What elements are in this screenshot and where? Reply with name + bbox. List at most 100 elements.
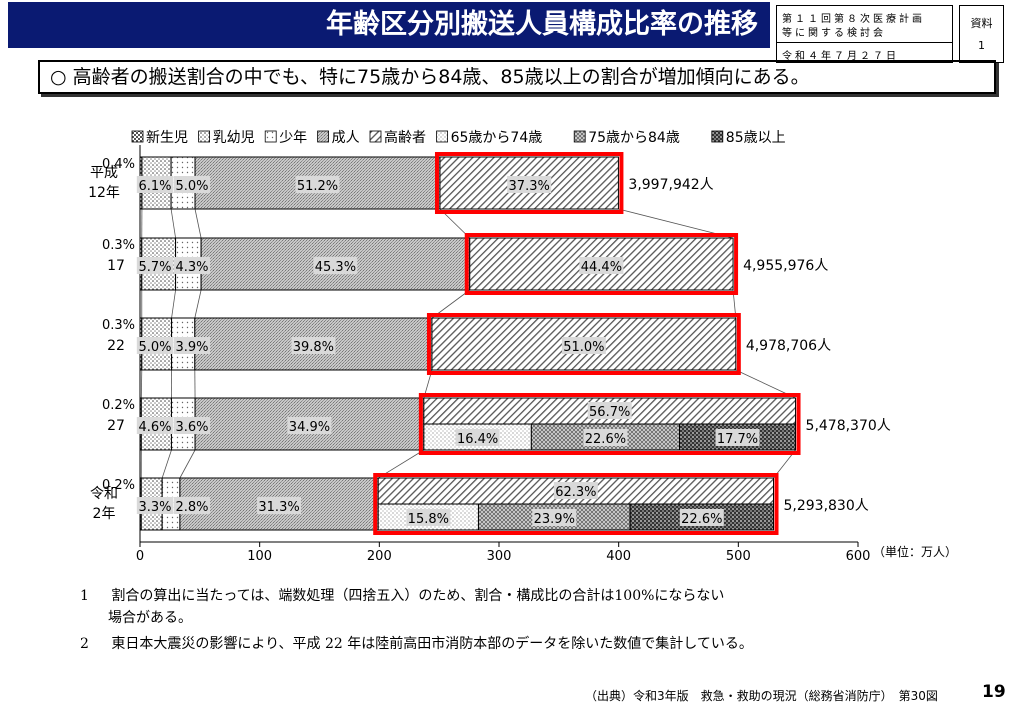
data-label-elderly-bg bbox=[507, 176, 552, 193]
connector-line bbox=[161, 449, 172, 479]
data-label-adult: 34.9% bbox=[289, 420, 330, 435]
footnote-1-continued: 場合がある。 bbox=[108, 610, 192, 626]
footnote-2-num: 2 bbox=[80, 636, 89, 652]
data-label-elderly-bg bbox=[587, 402, 632, 419]
data-label-elderly: 56.7% bbox=[589, 405, 630, 420]
bar-total-label: 3,997,942人 bbox=[628, 177, 713, 193]
legend-swatch bbox=[131, 130, 144, 143]
legend-label: 新生児 bbox=[146, 130, 188, 146]
data-label-65-74: 15.8% bbox=[408, 512, 449, 527]
data-label-85plus-bg bbox=[715, 429, 760, 446]
data-label-infant: 4.6% bbox=[138, 420, 171, 435]
legend-swatch bbox=[573, 130, 586, 143]
stacked-bar-chart: 新生児 乳幼児 少年 成人 高齢者 65歳から74歳 75歳から84歳 85歳以上 0 100 2… bbox=[88, 129, 957, 564]
data-label-youth-bg bbox=[173, 257, 211, 274]
legend-label: 少年 bbox=[279, 130, 307, 146]
connector-line bbox=[179, 449, 196, 479]
document-number-box: 資料 1 bbox=[959, 5, 1004, 63]
legend-label: 乳幼児 bbox=[213, 130, 255, 146]
meeting-name-line1: 第１１回第８次医療計画 bbox=[782, 14, 925, 25]
data-label-elderly-bg bbox=[579, 257, 624, 274]
data-label-infant-bg bbox=[136, 497, 174, 514]
elderly-highlight-box bbox=[426, 313, 741, 375]
elderly-highlight-box bbox=[418, 393, 801, 455]
footnote-2: 2 東日本大震災の影響により、平成 22 年は陸前高田市消防本部のデータを除いた… bbox=[80, 633, 753, 653]
data-label-adult-bg bbox=[291, 337, 336, 354]
x-tick-label: 100 bbox=[247, 549, 272, 564]
legend-label: 75歳から84歳 bbox=[588, 130, 680, 146]
legend-label: 65歳から74歳 bbox=[451, 130, 543, 146]
data-label-infant-bg bbox=[136, 337, 174, 354]
data-label-youth-bg bbox=[173, 337, 211, 354]
legend-swatch bbox=[198, 130, 211, 143]
data-label-youth: 5.0% bbox=[175, 179, 208, 194]
legend-swatch bbox=[264, 130, 277, 143]
data-label-elderly: 62.3% bbox=[555, 485, 596, 500]
data-label-adult-bg bbox=[313, 257, 358, 274]
connector-line bbox=[171, 289, 176, 319]
data-label-youth: 2.8% bbox=[175, 500, 208, 515]
source-citation: （出典）令和3年版 救急・救助の現況（総務省消防庁） 第30図 bbox=[585, 689, 938, 703]
data-label-elderly-bg bbox=[561, 337, 606, 354]
data-label-75-84-bg bbox=[532, 509, 577, 526]
data-label-elderly-bg bbox=[553, 482, 598, 499]
data-label-infant: 5.7% bbox=[138, 260, 171, 275]
footnote-1-num: 1 bbox=[80, 588, 89, 604]
data-label-elderly: 51.0% bbox=[563, 340, 604, 355]
data-label-adult: 39.8% bbox=[293, 340, 334, 355]
category-label: 27 bbox=[107, 418, 125, 434]
data-label-adult-bg bbox=[257, 497, 302, 514]
connector-line bbox=[194, 289, 202, 319]
data-label-infant: 6.1% bbox=[138, 179, 171, 194]
data-label-75-84-bg bbox=[583, 429, 628, 446]
meeting-box-divider bbox=[777, 42, 952, 43]
data-label-65-74-bg bbox=[406, 509, 451, 526]
page-number: 19 bbox=[982, 682, 1006, 702]
x-tick-label: 300 bbox=[487, 549, 512, 564]
data-label-75-84: 23.9% bbox=[534, 512, 575, 527]
data-label-adult-bg bbox=[287, 417, 332, 434]
elderly-highlight-boxes bbox=[373, 152, 801, 535]
elderly-highlight-box bbox=[373, 473, 779, 535]
unit-label: （単位：万人） bbox=[873, 544, 957, 559]
x-tick-label: 500 bbox=[726, 549, 751, 564]
legend-label: 高齢者 bbox=[384, 129, 426, 146]
legend-swatch bbox=[317, 130, 330, 143]
data-label-adult: 45.3% bbox=[315, 260, 356, 275]
category-label: 12年 bbox=[88, 185, 120, 201]
data-label-adult-bg bbox=[295, 176, 340, 193]
data-label-85plus-bg bbox=[679, 509, 724, 526]
bar-total-label: 5,293,830人 bbox=[784, 498, 869, 514]
data-label-youth-bg bbox=[173, 417, 211, 434]
meeting-name-line2: 等に関する検討会 bbox=[782, 28, 886, 39]
title-bar bbox=[8, 2, 770, 48]
data-label-youth: 4.3% bbox=[175, 260, 208, 275]
doc-label: 資料 bbox=[970, 17, 993, 30]
data-label-infant: 3.3% bbox=[138, 500, 171, 515]
data-label-infant: 5.0% bbox=[138, 340, 171, 355]
category-label: 17 bbox=[107, 258, 125, 274]
connector-line bbox=[194, 208, 202, 239]
category-label: 平成 bbox=[90, 165, 118, 181]
doc-number: 1 bbox=[978, 39, 985, 52]
x-tick-label: 200 bbox=[367, 549, 392, 564]
data-label-elderly: 37.3% bbox=[509, 179, 550, 194]
data-label-65-74: 16.4% bbox=[457, 432, 498, 447]
x-tick-label: 400 bbox=[606, 549, 631, 564]
data-label-newborn: 0.2% bbox=[102, 478, 135, 493]
category-label: 2年 bbox=[93, 506, 116, 522]
data-label-newborn: 0.3% bbox=[102, 318, 135, 333]
data-label-adult: 31.3% bbox=[258, 500, 299, 515]
data-label-youth-bg bbox=[173, 497, 211, 514]
data-label-youth: 3.9% bbox=[175, 340, 208, 355]
legend-label: 85歳以上 bbox=[726, 130, 786, 146]
page-title: 年齢区分別搬送人員構成比率の推移 bbox=[326, 9, 758, 40]
legend-swatch bbox=[711, 130, 724, 143]
bar-total-label: 4,955,976人 bbox=[743, 258, 828, 274]
data-label-newborn: 0.4% bbox=[102, 157, 135, 172]
footnote-2-text: 東日本大震災の影響により、平成 22 年は陸前高田市消防本部のデータを除いた数値… bbox=[111, 636, 753, 652]
data-label-newborn: 0.2% bbox=[102, 398, 135, 413]
data-label-youth: 3.6% bbox=[175, 420, 208, 435]
meeting-date: 令和４年７月２７日 bbox=[782, 51, 899, 62]
data-label-85plus: 17.7% bbox=[717, 432, 758, 447]
